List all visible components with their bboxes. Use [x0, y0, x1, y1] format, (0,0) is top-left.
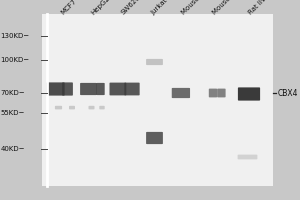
- Text: HepG2: HepG2: [90, 0, 111, 16]
- Text: MCF7: MCF7: [60, 0, 78, 16]
- FancyBboxPatch shape: [69, 106, 75, 109]
- FancyBboxPatch shape: [146, 132, 163, 144]
- Bar: [42, 14, 273, 186]
- Text: 55KD−: 55KD−: [0, 110, 25, 116]
- Text: SW620: SW620: [120, 0, 142, 16]
- FancyBboxPatch shape: [146, 59, 163, 65]
- FancyBboxPatch shape: [172, 88, 190, 98]
- FancyBboxPatch shape: [46, 82, 65, 96]
- Text: Mouse liver: Mouse liver: [212, 0, 244, 16]
- Text: 130KD−: 130KD−: [0, 33, 29, 39]
- Text: Mouse brain: Mouse brain: [180, 0, 215, 16]
- FancyBboxPatch shape: [62, 82, 73, 96]
- FancyBboxPatch shape: [209, 89, 217, 97]
- FancyBboxPatch shape: [99, 106, 105, 109]
- Text: CBX4: CBX4: [278, 88, 298, 98]
- Text: Rat liver: Rat liver: [248, 0, 273, 16]
- Text: 70KD−: 70KD−: [0, 90, 25, 96]
- FancyBboxPatch shape: [217, 89, 226, 97]
- FancyBboxPatch shape: [124, 83, 140, 95]
- FancyBboxPatch shape: [88, 106, 94, 109]
- FancyBboxPatch shape: [96, 83, 105, 95]
- FancyBboxPatch shape: [110, 83, 126, 95]
- FancyBboxPatch shape: [238, 155, 257, 159]
- Text: Jurkat: Jurkat: [150, 0, 169, 16]
- FancyBboxPatch shape: [80, 83, 97, 95]
- FancyBboxPatch shape: [55, 106, 62, 109]
- FancyBboxPatch shape: [238, 87, 260, 101]
- Text: 40KD−: 40KD−: [0, 146, 25, 152]
- Text: 100KD−: 100KD−: [0, 57, 29, 63]
